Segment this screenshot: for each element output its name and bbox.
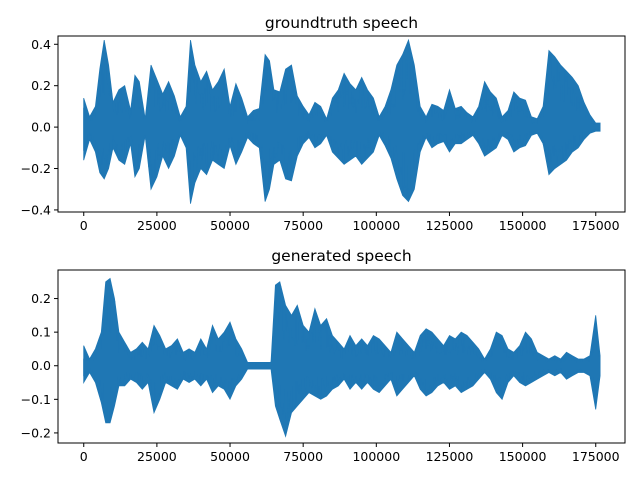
y-tick-label: −0.1 bbox=[21, 392, 51, 407]
x-tick-label: 150000 bbox=[499, 449, 547, 464]
axes-frame bbox=[57, 35, 626, 213]
y-tick-label: 0.0 bbox=[31, 120, 51, 135]
x-tick-label: 175000 bbox=[572, 449, 620, 464]
x-tick-label: 25000 bbox=[137, 449, 177, 464]
y-tick-label: 0.2 bbox=[31, 78, 51, 93]
y-tick-label: 0.0 bbox=[31, 358, 51, 373]
x-tick-label: 0 bbox=[80, 218, 88, 233]
x-tick-label: 100000 bbox=[352, 218, 400, 233]
generated-speech-plot: generated speech 0 25000 50000 75000 100000 1… bbox=[21, 247, 626, 464]
x-tick-label: 125000 bbox=[426, 218, 474, 233]
x-tick-label: 75000 bbox=[283, 218, 323, 233]
x-tick-label: 25000 bbox=[137, 218, 177, 233]
axes-frame bbox=[57, 269, 626, 444]
y-tick-label: −0.2 bbox=[21, 425, 51, 440]
x-tick-label: 150000 bbox=[499, 218, 547, 233]
waveform-detail bbox=[83, 47, 600, 199]
x-tick-label: 175000 bbox=[572, 218, 620, 233]
x-tick-label: 125000 bbox=[426, 449, 474, 464]
x-tick-label: 75000 bbox=[283, 449, 323, 464]
chart-title: groundtruth speech bbox=[265, 14, 418, 32]
x-tick-label: 0 bbox=[80, 449, 88, 464]
waveform-series bbox=[83, 277, 601, 438]
y-tick-label: 0.1 bbox=[31, 325, 51, 340]
y-tick-label: 0.4 bbox=[31, 37, 51, 52]
x-tick-label: 50000 bbox=[210, 218, 250, 233]
chart-title: generated speech bbox=[271, 247, 411, 265]
y-tick-label: −0.2 bbox=[21, 161, 51, 176]
y-tick-label: −0.4 bbox=[21, 202, 51, 217]
groundtruth-speech-plot: groundtruth speech 0 25000 50000 75000 10000… bbox=[21, 14, 626, 233]
x-tick-label: 50000 bbox=[210, 449, 250, 464]
waveform-detail bbox=[83, 286, 600, 425]
y-tick-label: 0.2 bbox=[31, 291, 51, 306]
x-tick-label: 100000 bbox=[352, 449, 400, 464]
waveform-series bbox=[83, 38, 601, 204]
